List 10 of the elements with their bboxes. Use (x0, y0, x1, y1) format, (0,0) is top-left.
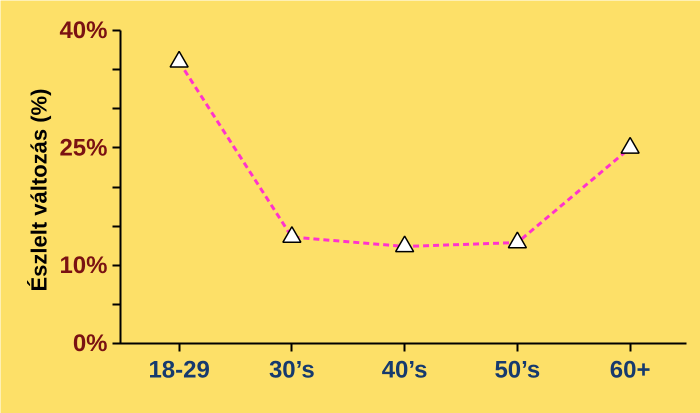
y-tick-label: 10% (59, 252, 108, 279)
y-tick-label: 0% (72, 330, 108, 357)
x-tick-label: 40’s (382, 356, 428, 384)
x-tick-label: 18-29 (148, 356, 210, 384)
x-tick-label: 50’s (494, 356, 540, 384)
x-tick-label: 30’s (268, 356, 315, 384)
y-tick-label: 40% (59, 17, 108, 44)
x-tick-label: 60+ (610, 356, 650, 384)
y-tick-label: 25% (59, 134, 108, 162)
y-axis-title: Észlelt változás (%) (26, 88, 52, 292)
